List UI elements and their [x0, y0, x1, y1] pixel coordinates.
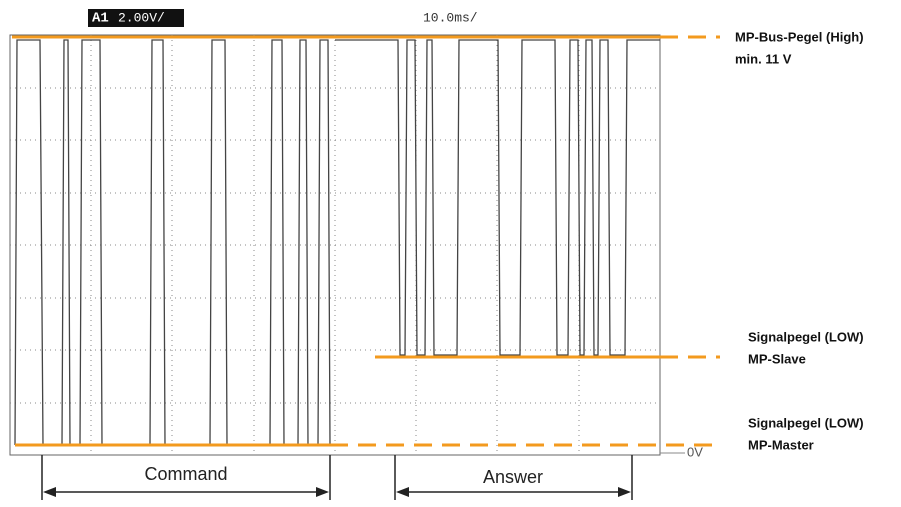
high-title: MP-Bus-Pegel (High) [735, 29, 864, 44]
answer-label: Answer [483, 467, 543, 487]
high-note: min. 11 V [735, 51, 792, 66]
master-note: MP-Master [748, 437, 814, 452]
volts-per-div: 2.00V/ [118, 10, 165, 25]
command-label: Command [144, 464, 227, 484]
slave-note: MP-Slave [748, 351, 806, 366]
zero-label: 0V [687, 444, 703, 459]
channel: A1 [92, 11, 109, 27]
slave-title: Signalpegel (LOW) [748, 329, 864, 344]
scope-diagram: A1 2.00V/ 10.0ms/ 0V MP-Bus-Pegel (High)… [0, 0, 901, 502]
master-title: Signalpegel (LOW) [748, 415, 864, 430]
time-per-div: 10.0ms/ [423, 10, 478, 25]
